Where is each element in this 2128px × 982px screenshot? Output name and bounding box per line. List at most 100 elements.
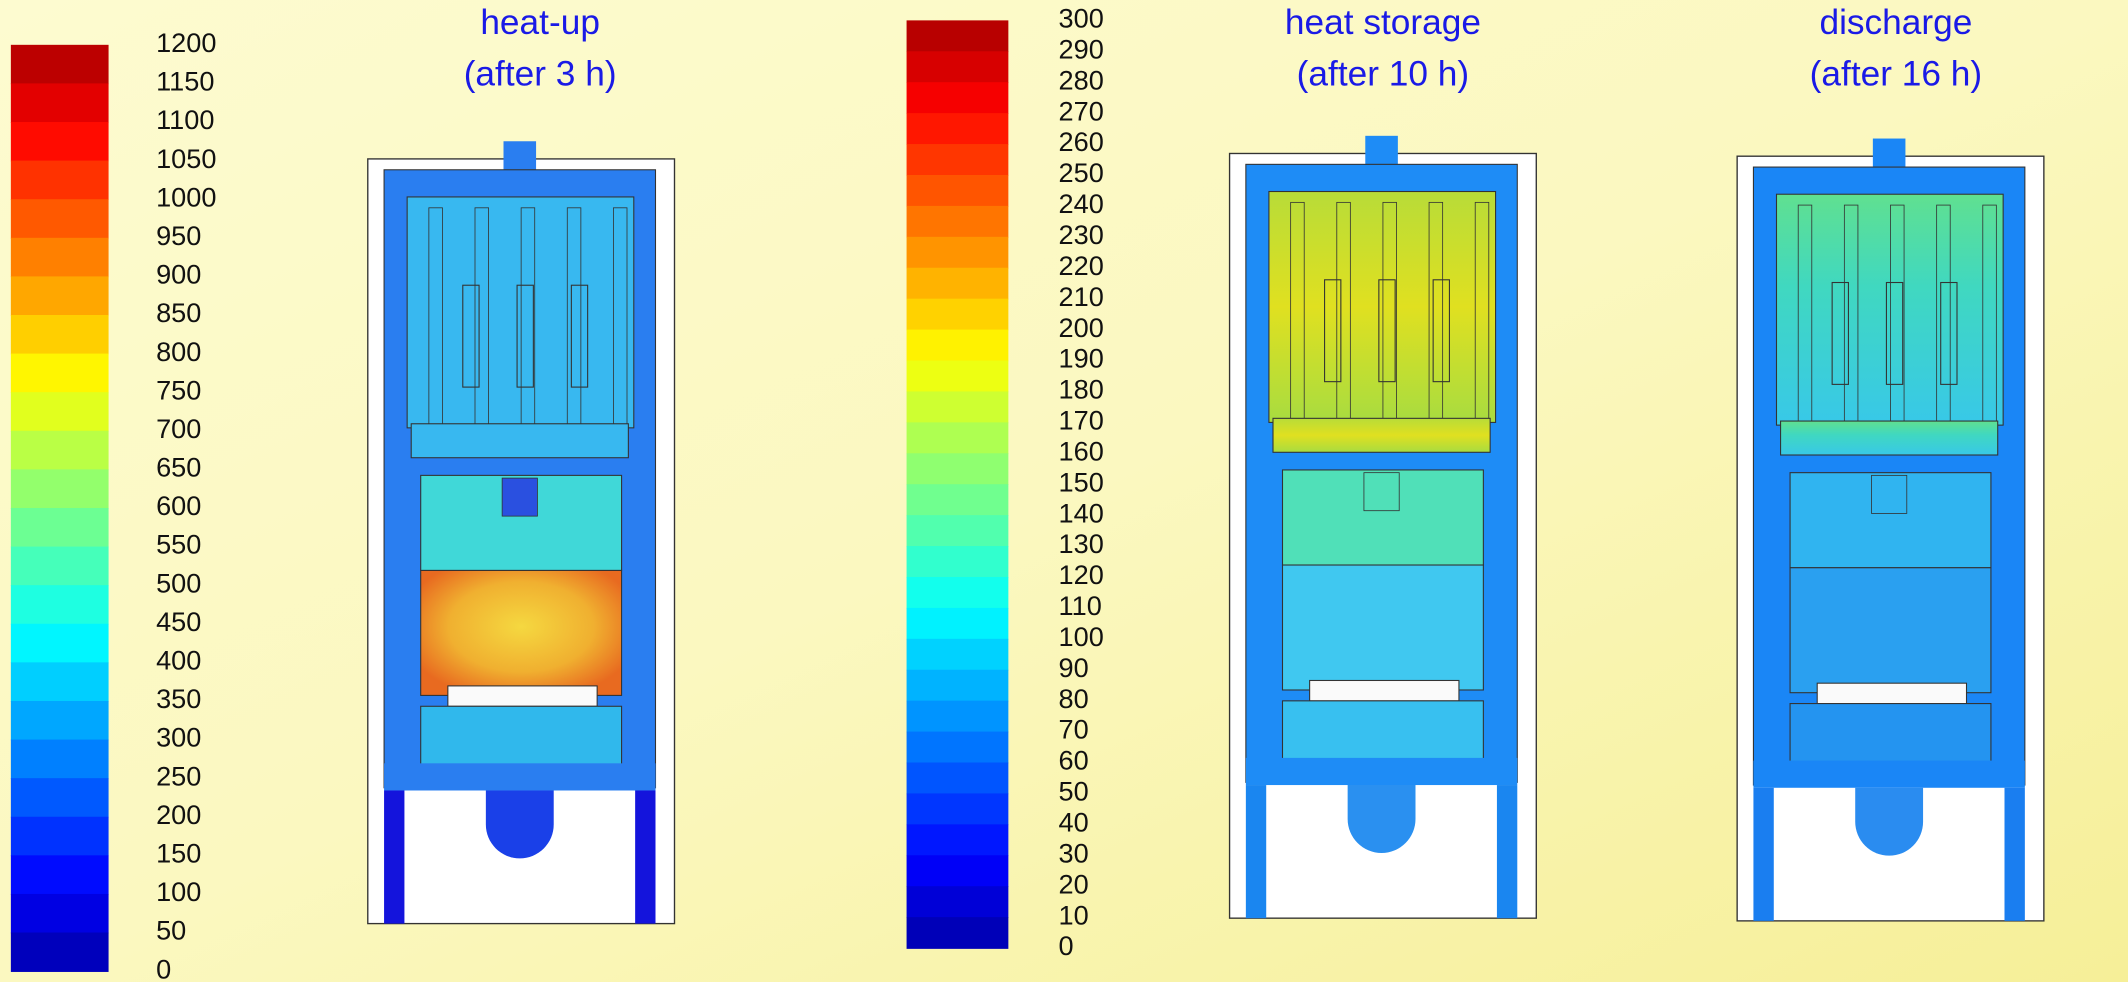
panel-title: heat storage: [1285, 3, 1481, 42]
legend-tick-label: 750: [156, 374, 201, 405]
page: 1200115011001050100095090085080075070065…: [0, 0, 2128, 982]
legend-tick-label: 260: [1059, 126, 1104, 157]
color-band: [907, 639, 1009, 671]
outlet: [1855, 788, 1923, 856]
legend-tick-label: 180: [1059, 374, 1104, 405]
color-band: [907, 82, 1009, 114]
color-band: [907, 453, 1009, 485]
legend-tick-label: 250: [1059, 157, 1104, 188]
legend-tick-label: 100: [156, 876, 201, 907]
legend-tick-label: 150: [1059, 466, 1104, 497]
color-band: [907, 422, 1009, 454]
legend-tick-label: 400: [156, 645, 201, 676]
plate: [1781, 421, 1998, 455]
legend-tick-label: 210: [1059, 281, 1104, 312]
upper-zone: [1269, 192, 1496, 423]
panel-subtitle: (after 16 h): [1810, 54, 1983, 93]
upper-zone: [407, 197, 634, 428]
legend-tick-label: 550: [156, 529, 201, 560]
color-band: [907, 484, 1009, 516]
color-band: [11, 508, 109, 547]
color-band: [11, 894, 109, 933]
base-band: [1246, 758, 1517, 785]
leg: [635, 790, 655, 923]
panel-subtitle: (after 3 h): [464, 54, 617, 93]
color-band: [907, 391, 1009, 423]
color-band: [11, 662, 109, 701]
legend-tick-label: 950: [156, 220, 201, 251]
color-band: [11, 933, 109, 972]
legend-tick-label: 50: [1059, 776, 1089, 807]
color-band: [907, 237, 1009, 269]
legend-tick-label: 0: [1059, 930, 1074, 961]
color-band: [11, 83, 109, 122]
color-band: [907, 361, 1009, 393]
color-band: [907, 855, 1009, 887]
color-band: [11, 392, 109, 431]
legend-tick-label: 800: [156, 336, 201, 367]
legend-tick-label: 40: [1059, 807, 1089, 838]
color-band: [907, 268, 1009, 300]
legend-tick-label: 650: [156, 452, 201, 483]
color-band: [907, 608, 1009, 640]
color-band: [907, 330, 1009, 362]
plate: [411, 424, 628, 458]
upper-zone: [1777, 194, 2004, 425]
color-band: [11, 431, 109, 470]
legend-tick-label: 220: [1059, 250, 1104, 281]
panel-title: heat-up: [480, 3, 600, 42]
color-band: [907, 546, 1009, 578]
legend-tick-label: 140: [1059, 497, 1104, 528]
leg: [384, 790, 404, 923]
color-band: [907, 206, 1009, 238]
legend-tick-label: 200: [156, 799, 201, 830]
hot-zone: [421, 570, 622, 695]
color-band: [907, 763, 1009, 795]
nozzle: [504, 141, 537, 171]
panel-title: discharge: [1819, 3, 1972, 42]
legend-tick-label: 1150: [156, 66, 214, 97]
inlet: [1364, 473, 1399, 511]
base-band: [1753, 761, 2024, 788]
hot-zone: [1790, 568, 1991, 693]
color-band: [907, 670, 1009, 702]
legend-tick-label: 1200: [156, 27, 216, 58]
legend-tick-label: 110: [1059, 590, 1102, 621]
color-band: [907, 917, 1009, 949]
color-band: [907, 51, 1009, 83]
color-band: [11, 276, 109, 315]
color-band: [907, 144, 1009, 176]
leg: [1497, 785, 1517, 918]
inlet: [502, 478, 537, 516]
color-band: [907, 824, 1009, 856]
color-band: [11, 624, 109, 663]
color-band: [907, 793, 1009, 825]
legend-tick-label: 250: [156, 760, 201, 791]
outlet: [486, 790, 554, 858]
figure: 1200115011001050100095090085080075070065…: [0, 0, 2128, 982]
color-band: [11, 315, 109, 354]
legend-tick-label: 280: [1059, 64, 1104, 95]
base-band: [384, 763, 655, 790]
color-band: [907, 113, 1009, 145]
inlet: [1872, 475, 1907, 513]
panel-subtitle: (after 10 h): [1297, 54, 1470, 93]
legend-tick-label: 170: [1059, 405, 1104, 436]
color-band: [11, 199, 109, 238]
nozzle: [1873, 139, 1906, 169]
color-band: [907, 577, 1009, 609]
legend-tick-label: 600: [156, 490, 201, 521]
color-band: [11, 778, 109, 817]
legend-tick-label: 190: [1059, 343, 1104, 374]
nozzle: [1365, 136, 1398, 166]
legend-tick-label: 850: [156, 297, 201, 328]
color-band: [11, 161, 109, 200]
color-band: [11, 740, 109, 779]
leg: [1753, 788, 1773, 921]
color-band: [907, 515, 1009, 547]
legend-tick-label: 130: [1059, 528, 1104, 559]
legend-tick-label: 350: [156, 683, 201, 714]
legend-tick-label: 500: [156, 567, 201, 598]
legend-tick-label: 160: [1059, 435, 1104, 466]
legend-tick-label: 450: [156, 606, 201, 637]
